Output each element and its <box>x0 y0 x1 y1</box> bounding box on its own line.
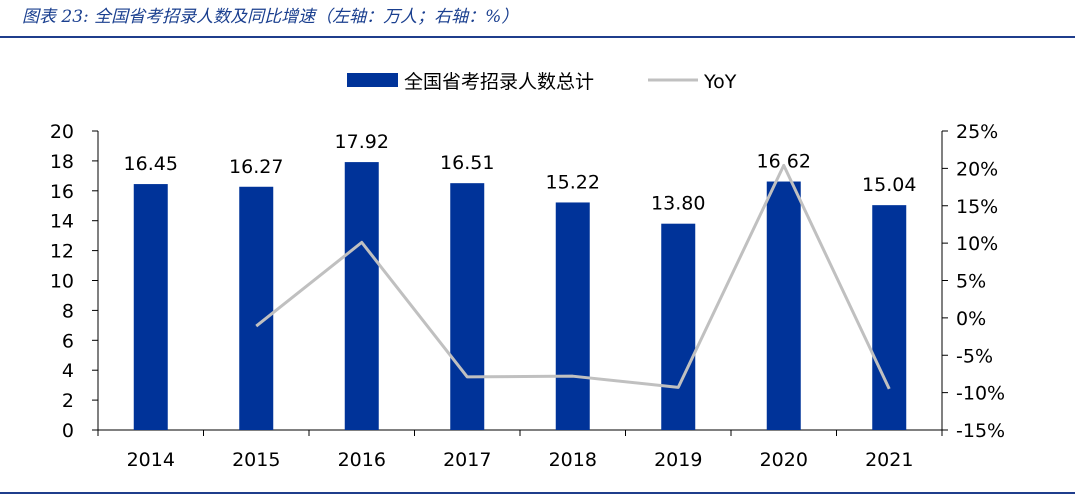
bar-data-label: 15.04 <box>862 174 916 196</box>
left-tick-label: 6 <box>62 330 74 352</box>
top-rule <box>0 36 1075 38</box>
legend-bar-label: 全国省考招录人数总计 <box>404 71 594 93</box>
right-tick-label: -5% <box>956 345 993 367</box>
x-tick-label: 2016 <box>338 449 386 471</box>
legend-line-label: YoY <box>703 71 737 93</box>
left-tick-label: 20 <box>50 121 74 143</box>
x-tick-label: 2021 <box>865 449 913 471</box>
bottom-rule <box>0 492 1075 494</box>
figure-title: 图表 23: 全国省考招录人数及同比增速（左轴：万人；右轴：%） <box>22 7 519 27</box>
left-tick-label: 12 <box>50 241 74 263</box>
left-tick-label: 18 <box>50 151 74 173</box>
right-tick-label: 5% <box>956 271 986 293</box>
x-tick-label: 2020 <box>760 449 808 471</box>
bar-data-label: 15.22 <box>546 171 600 193</box>
right-tick-label: 25% <box>956 121 998 143</box>
bar <box>555 202 590 430</box>
right-tick-label: 15% <box>956 196 998 218</box>
bar <box>450 183 485 430</box>
x-tick-label: 2018 <box>549 449 597 471</box>
bar <box>661 223 696 430</box>
bar <box>872 205 907 430</box>
bar <box>344 162 379 430</box>
bar-data-label: 13.80 <box>651 193 705 215</box>
left-tick-label: 10 <box>50 271 74 293</box>
left-tick-label: 8 <box>62 300 74 322</box>
left-tick-label: 0 <box>62 420 74 442</box>
left-tick-label: 16 <box>50 181 74 203</box>
bar <box>766 181 801 430</box>
bar-data-label: 16.45 <box>124 153 178 175</box>
x-tick-label: 2019 <box>654 449 702 471</box>
bar-data-label: 17.92 <box>335 131 389 153</box>
right-tick-label: 10% <box>956 233 998 255</box>
x-tick-label: 2014 <box>127 449 175 471</box>
right-tick-label: -10% <box>956 383 1005 405</box>
right-tick-label: 0% <box>956 308 986 330</box>
bar-data-label: 16.27 <box>229 156 283 178</box>
bar <box>133 184 168 430</box>
bar-data-label: 16.51 <box>440 152 494 174</box>
x-tick-label: 2017 <box>443 449 491 471</box>
x-tick-label: 2015 <box>232 449 280 471</box>
right-tick-label: -15% <box>956 420 1005 442</box>
bar-data-label: 16.62 <box>757 151 811 173</box>
left-tick-label: 2 <box>62 390 74 412</box>
left-tick-label: 4 <box>62 360 74 382</box>
bar <box>239 186 274 430</box>
legend-bar-swatch <box>347 73 398 87</box>
left-tick-label: 14 <box>50 211 74 233</box>
right-tick-label: 20% <box>956 158 998 180</box>
